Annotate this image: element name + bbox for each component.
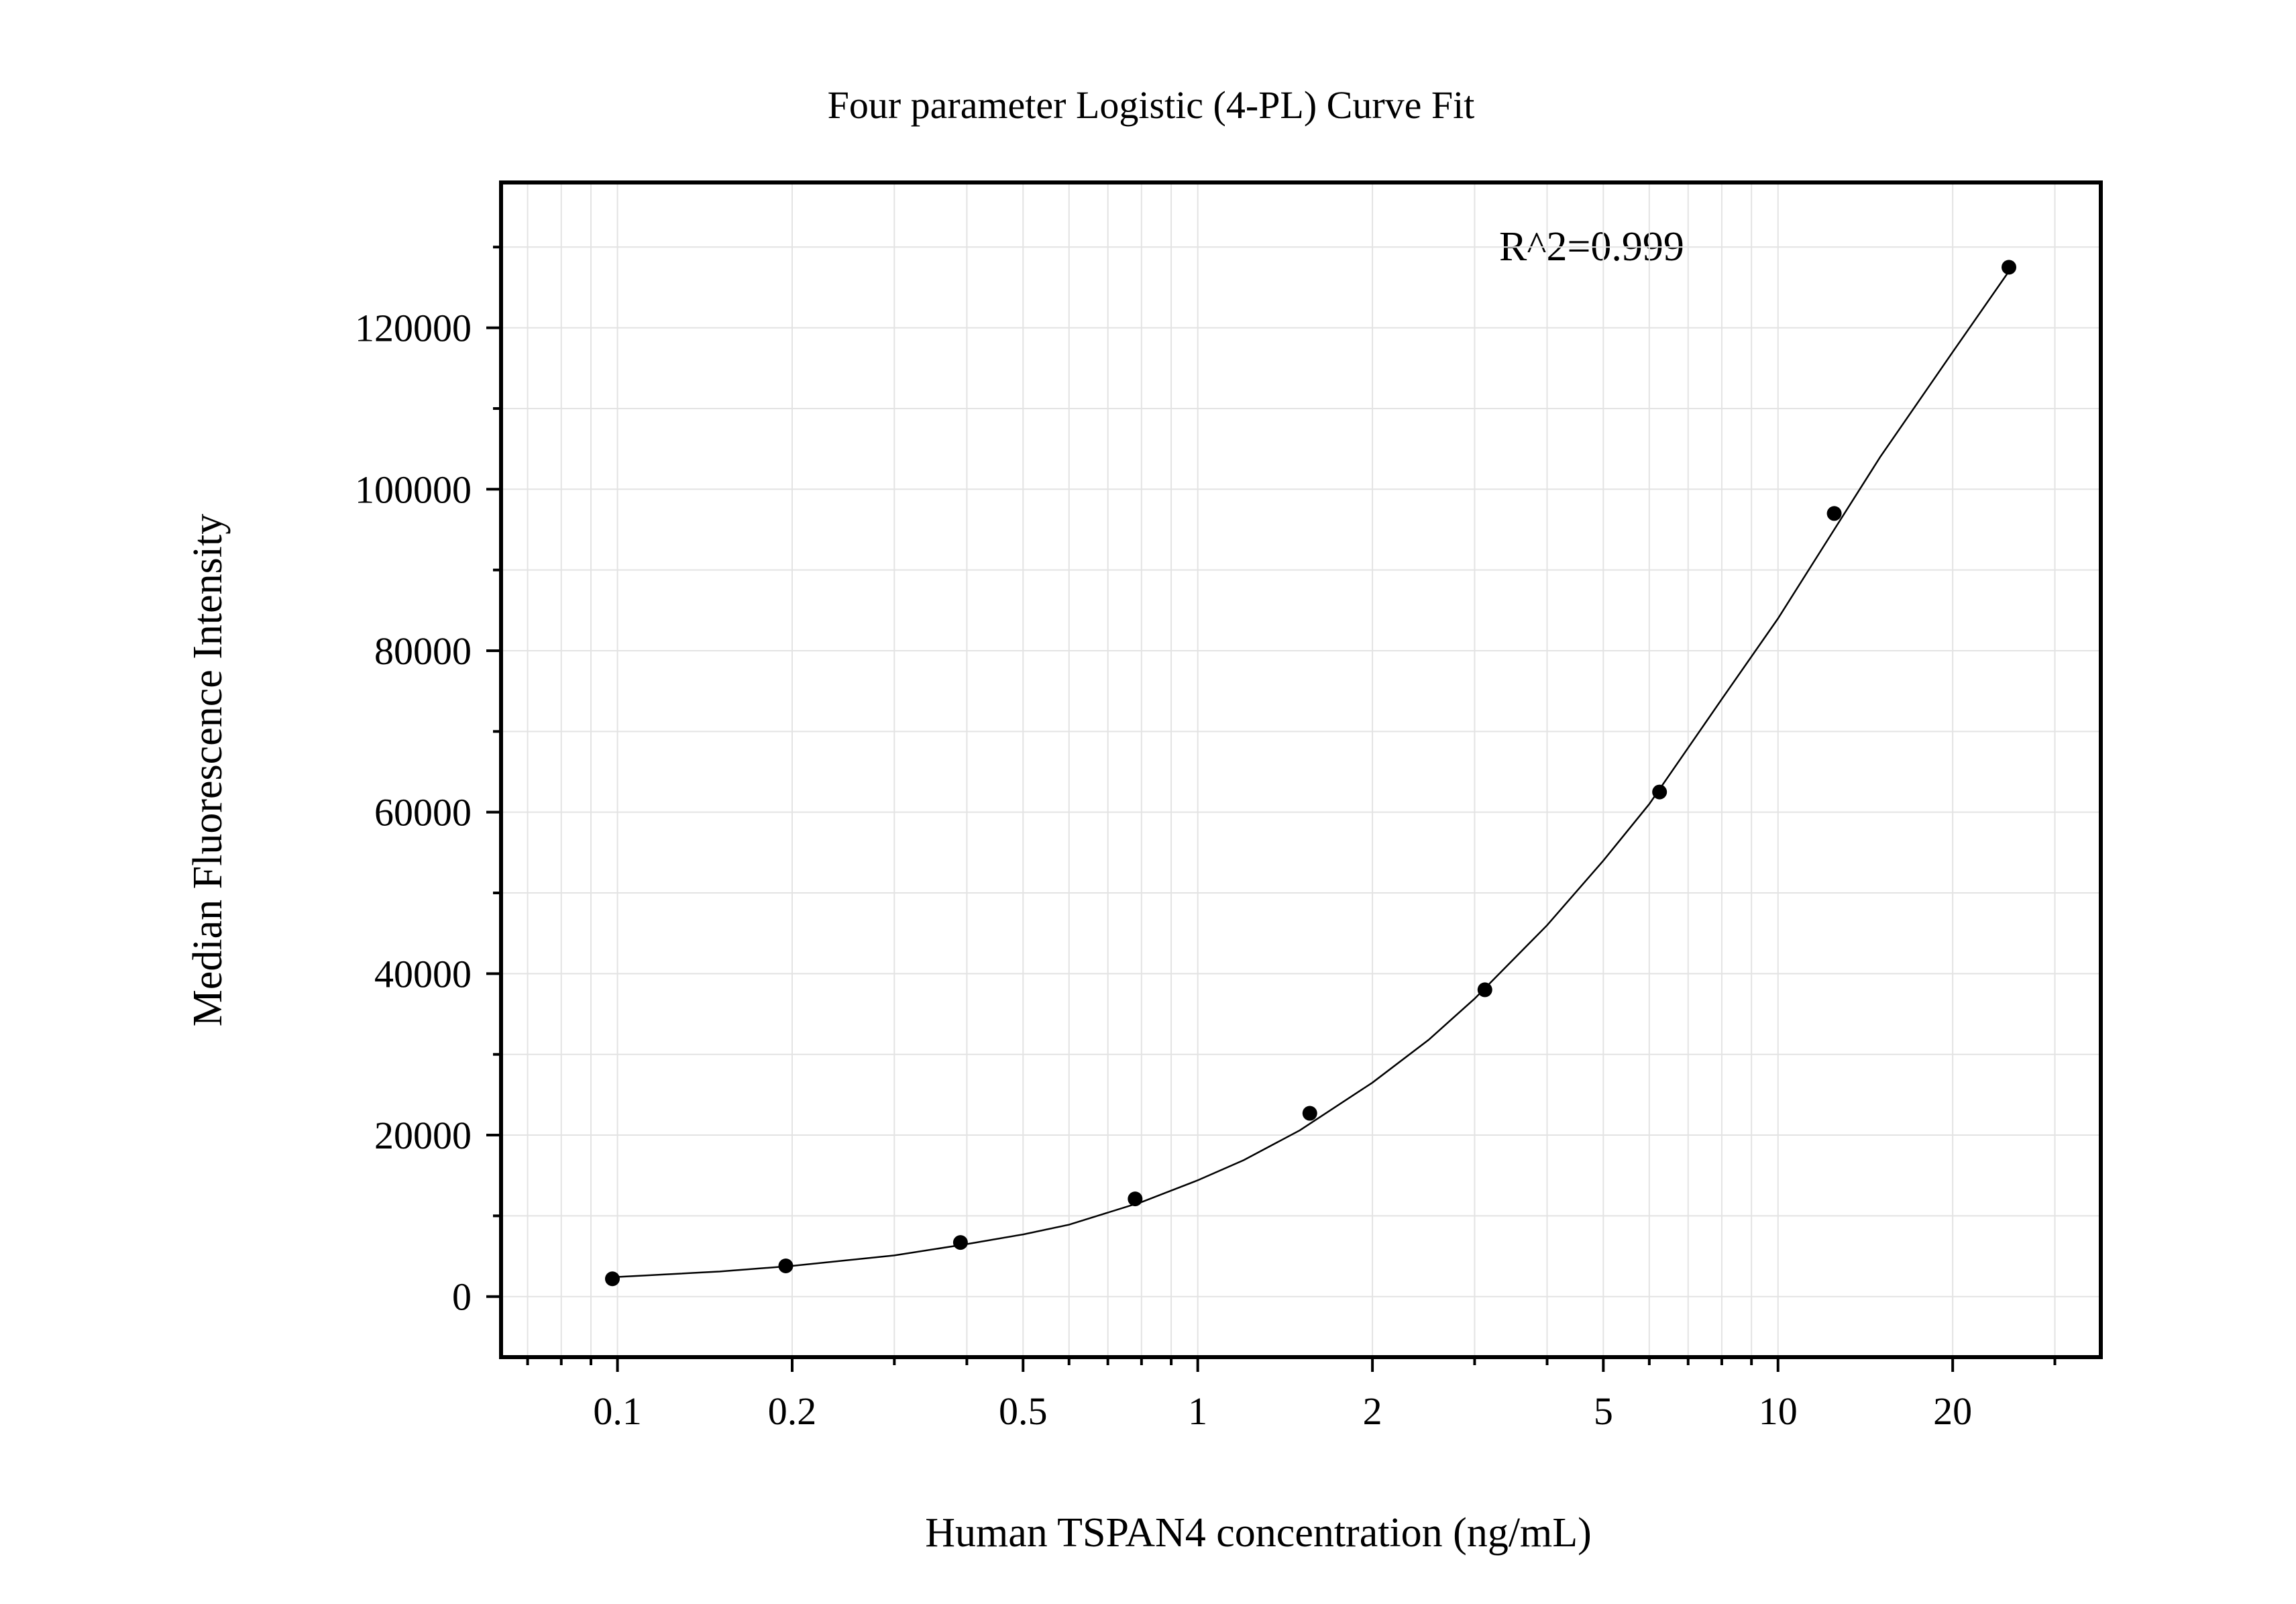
data-point xyxy=(1128,1191,1143,1207)
y-tick-label: 60000 xyxy=(374,791,472,835)
data-point xyxy=(1652,784,1668,800)
y-tick-label: 120000 xyxy=(355,307,472,350)
y-tick-label: 80000 xyxy=(374,629,472,673)
y-tick-label: 100000 xyxy=(355,468,472,511)
chart-title: Four parameter Logistic (4-PL) Curve Fit xyxy=(828,83,1475,127)
x-tick-label: 0.1 xyxy=(593,1389,642,1433)
x-tick-label: 10 xyxy=(1759,1389,1798,1433)
x-tick-label: 2 xyxy=(1363,1389,1382,1433)
x-tick-label: 1 xyxy=(1188,1389,1207,1433)
data-point xyxy=(1826,506,1842,521)
data-point xyxy=(604,1271,620,1287)
data-point xyxy=(1477,982,1492,998)
tick-layer xyxy=(486,246,2057,1372)
grid-layer xyxy=(501,182,2101,1357)
x-tick-label: 5 xyxy=(1594,1389,1613,1433)
x-tick-label: 0.5 xyxy=(999,1389,1048,1433)
data-point xyxy=(952,1235,968,1250)
plot-frame xyxy=(499,180,2103,1359)
data-point xyxy=(1302,1106,1317,1121)
data-point xyxy=(2002,260,2017,275)
tick-label-layer: 0.1 0.2 0.5 1 2 5 10 20 0 20000 40000 60000 80000 100… xyxy=(355,307,1972,1433)
x-tick-label: 20 xyxy=(1933,1389,1972,1433)
x-axis-label: Human TSPAN4 concentration (ng/mL) xyxy=(925,1510,1592,1556)
y-tick-label: 20000 xyxy=(374,1114,472,1157)
point-layer xyxy=(604,260,2017,1287)
fit-curve xyxy=(612,270,2010,1279)
y-tick-label: 40000 xyxy=(374,952,472,996)
x-tick-label: 0.2 xyxy=(768,1389,817,1433)
data-point xyxy=(778,1259,794,1274)
y-axis-label: Median Fluorescence Intensity xyxy=(185,514,231,1026)
y-tick-label: 0 xyxy=(452,1275,472,1319)
